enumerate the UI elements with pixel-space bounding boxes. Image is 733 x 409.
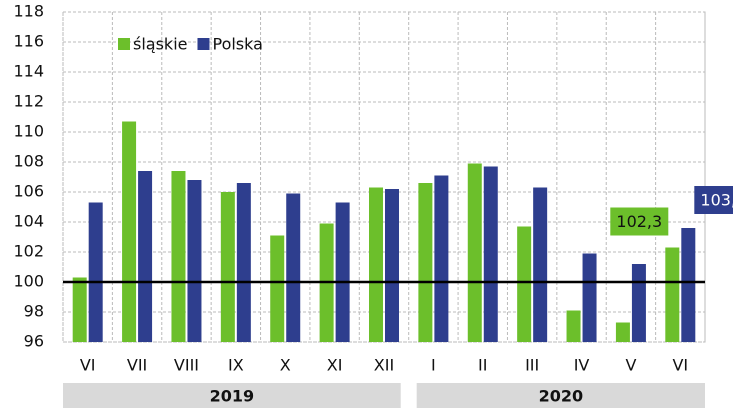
legend-label: Polska	[212, 35, 262, 54]
bar	[369, 187, 383, 342]
y-tick-label: 98	[24, 302, 44, 321]
bar	[187, 180, 202, 342]
y-tick-label: 110	[13, 122, 44, 141]
legend-swatch	[197, 38, 210, 50]
y-tick-label: 116	[13, 32, 44, 51]
x-tick-label: II	[478, 356, 487, 375]
x-tick-label: XII	[374, 356, 394, 375]
bar	[171, 171, 186, 342]
x-tick-label: IX	[228, 356, 244, 375]
value-label-box	[610, 207, 669, 236]
bar	[138, 171, 153, 342]
bar	[220, 192, 235, 342]
x-tick-label: III	[525, 356, 539, 375]
x-tick-label: VIII	[174, 356, 199, 375]
value-label: 103,6	[700, 191, 733, 210]
y-tick-label: 114	[13, 62, 44, 81]
x-tick-label: XI	[327, 356, 343, 375]
y-tick-label: 96	[24, 332, 44, 351]
group-band	[416, 383, 705, 408]
bar	[665, 247, 680, 342]
plot-border	[62, 11, 706, 343]
bar	[566, 310, 581, 342]
group-band	[63, 383, 401, 408]
x-tick-label: I	[431, 356, 436, 375]
bar	[72, 277, 87, 342]
legend-label: śląskie	[133, 35, 187, 54]
bar	[236, 183, 251, 342]
y-tick-label: 100	[13, 272, 44, 291]
x-tick-label: VI	[80, 356, 96, 375]
y-tick-label: 118	[13, 2, 44, 21]
bar	[335, 202, 350, 342]
bar	[88, 202, 103, 342]
x-tick-label: VI	[672, 356, 688, 375]
bar	[467, 163, 482, 342]
bar	[533, 187, 548, 342]
group-label: 2020	[539, 387, 584, 406]
y-tick-label: 102	[13, 242, 44, 261]
bar	[615, 322, 630, 342]
x-tick-label: IV	[574, 356, 590, 375]
bar	[385, 189, 399, 342]
group-label: 2019	[210, 387, 255, 406]
value-label-box	[694, 186, 733, 214]
bar	[122, 121, 137, 342]
x-tick-label: VII	[127, 356, 147, 375]
legend-swatch	[118, 38, 130, 50]
bar	[483, 166, 498, 342]
y-tick-label: 112	[13, 92, 44, 111]
bar	[631, 264, 646, 342]
value-label: 102,3	[616, 212, 662, 231]
bar	[286, 193, 301, 342]
y-tick-label: 108	[13, 152, 44, 171]
x-tick-label: V	[625, 356, 636, 375]
y-tick-label: 104	[13, 212, 44, 231]
x-tick-label: X	[280, 356, 291, 375]
bar	[434, 175, 449, 342]
bar	[681, 228, 696, 342]
bar	[582, 253, 597, 342]
bar	[418, 183, 433, 342]
y-tick-label: 106	[13, 182, 44, 201]
bar	[517, 226, 532, 342]
bar	[270, 235, 285, 342]
